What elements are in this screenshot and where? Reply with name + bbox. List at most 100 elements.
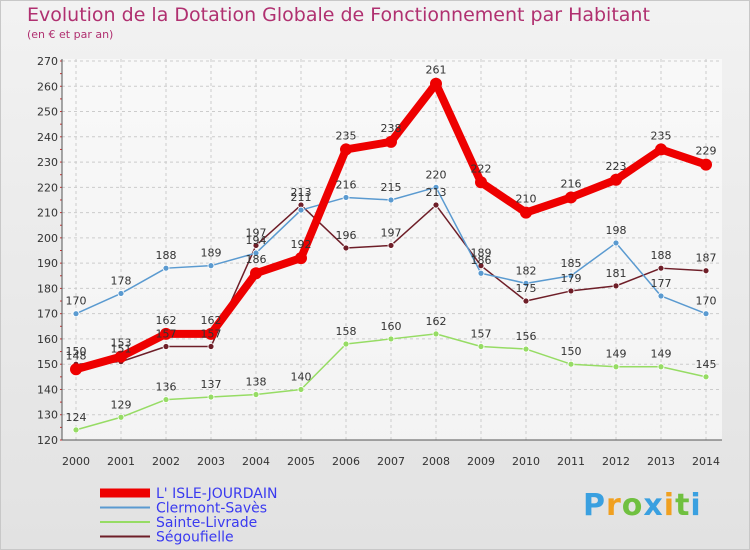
data-label: 153 bbox=[111, 337, 132, 350]
y-tick-label: 220 bbox=[37, 181, 58, 194]
data-label: 162 bbox=[426, 315, 447, 328]
data-point bbox=[340, 143, 352, 156]
x-tick-label: 2012 bbox=[602, 455, 630, 468]
y-tick-label: 250 bbox=[37, 106, 58, 119]
data-label: 192 bbox=[291, 238, 312, 251]
data-point bbox=[160, 327, 172, 340]
data-label: 150 bbox=[561, 345, 582, 358]
data-point bbox=[252, 391, 260, 398]
x-tick-label: 2014 bbox=[692, 455, 720, 468]
data-label: 162 bbox=[156, 314, 177, 327]
data-label: 194 bbox=[246, 234, 267, 247]
chart-subtitle: (en € et par an) bbox=[27, 28, 114, 41]
data-point bbox=[477, 343, 485, 350]
data-point bbox=[252, 242, 260, 249]
y-tick-label: 200 bbox=[37, 232, 58, 245]
data-label: 145 bbox=[696, 358, 717, 371]
y-tick-label: 160 bbox=[37, 333, 58, 346]
data-point bbox=[432, 201, 440, 209]
data-point bbox=[522, 297, 530, 305]
data-label: 182 bbox=[516, 264, 537, 277]
x-tick-label: 2009 bbox=[467, 455, 495, 468]
data-label: 157 bbox=[156, 328, 177, 341]
legend-label: Clermont-Savès bbox=[156, 501, 267, 517]
data-label: 138 bbox=[246, 376, 267, 389]
data-point bbox=[70, 363, 82, 376]
logo-letter: i bbox=[690, 488, 702, 523]
data-point bbox=[250, 267, 262, 280]
plot-area bbox=[62, 59, 722, 440]
data-label: 157 bbox=[471, 328, 492, 341]
y-tick-label: 240 bbox=[37, 131, 58, 144]
data-point bbox=[295, 252, 307, 265]
data-point bbox=[117, 413, 125, 421]
data-label: 188 bbox=[651, 249, 672, 262]
data-label: 179 bbox=[561, 272, 582, 285]
data-point bbox=[522, 345, 530, 353]
x-tick-label: 2013 bbox=[647, 455, 675, 468]
data-label: 149 bbox=[651, 348, 672, 361]
data-label: 189 bbox=[201, 247, 222, 260]
data-point bbox=[657, 292, 665, 300]
data-label: 196 bbox=[336, 229, 357, 242]
data-label: 213 bbox=[426, 186, 447, 199]
data-label: 197 bbox=[246, 226, 267, 239]
data-label: 186 bbox=[471, 254, 492, 267]
y-tick-label: 120 bbox=[37, 434, 58, 447]
data-label: 136 bbox=[156, 381, 177, 394]
data-point bbox=[207, 393, 215, 401]
data-point bbox=[115, 350, 127, 363]
x-tick-label: 2000 bbox=[62, 455, 90, 468]
data-point bbox=[655, 143, 667, 156]
data-label: 170 bbox=[66, 295, 87, 308]
data-point bbox=[520, 206, 532, 219]
data-point bbox=[522, 279, 530, 287]
x-tick-label: 2005 bbox=[287, 455, 315, 468]
legend-label: Ségoufielle bbox=[156, 530, 234, 546]
data-label: 210 bbox=[516, 193, 537, 206]
data-label: 213 bbox=[291, 186, 312, 199]
data-point bbox=[477, 262, 485, 270]
data-point bbox=[162, 264, 170, 272]
legend: L' ISLE-JOURDAINClermont-SavèsSainte-Liv… bbox=[100, 486, 277, 546]
data-point bbox=[612, 363, 620, 371]
data-label: 216 bbox=[336, 178, 357, 191]
x-tick-label: 2011 bbox=[557, 455, 585, 468]
data-label: 211 bbox=[291, 191, 312, 204]
data-point bbox=[342, 244, 350, 252]
data-label: 170 bbox=[696, 295, 717, 308]
data-label: 186 bbox=[246, 253, 267, 266]
x-tick-label: 2008 bbox=[422, 455, 450, 468]
data-point bbox=[117, 290, 125, 297]
data-label: 198 bbox=[606, 224, 627, 237]
data-label: 216 bbox=[561, 177, 582, 190]
data-point bbox=[387, 335, 395, 343]
data-point bbox=[702, 267, 710, 275]
data-label: 223 bbox=[606, 160, 627, 173]
data-point bbox=[252, 249, 260, 257]
data-label: 151 bbox=[111, 343, 132, 356]
data-point bbox=[477, 269, 485, 277]
data-label: 177 bbox=[651, 277, 672, 290]
data-point bbox=[205, 327, 217, 340]
data-label: 235 bbox=[336, 129, 357, 142]
data-point bbox=[387, 196, 395, 204]
x-tick-label: 2006 bbox=[332, 455, 360, 468]
data-point bbox=[432, 330, 440, 338]
data-point bbox=[162, 343, 170, 350]
data-label: 187 bbox=[696, 252, 717, 265]
logo-letter: t bbox=[675, 488, 691, 523]
data-label: 137 bbox=[201, 378, 222, 391]
chart-title: Evolution de la Dotation Globale de Fonc… bbox=[27, 4, 650, 26]
data-point bbox=[475, 176, 487, 189]
data-label: 140 bbox=[291, 370, 312, 383]
legend-label: Sainte-Livrade bbox=[156, 515, 257, 531]
data-label: 238 bbox=[381, 122, 402, 135]
proxiti-logo: Proxiti bbox=[583, 488, 702, 523]
x-tick-label: 2001 bbox=[107, 455, 135, 468]
series-group bbox=[70, 77, 712, 434]
data-point bbox=[387, 242, 395, 249]
data-point bbox=[297, 386, 305, 393]
data-label: 157 bbox=[201, 328, 222, 341]
